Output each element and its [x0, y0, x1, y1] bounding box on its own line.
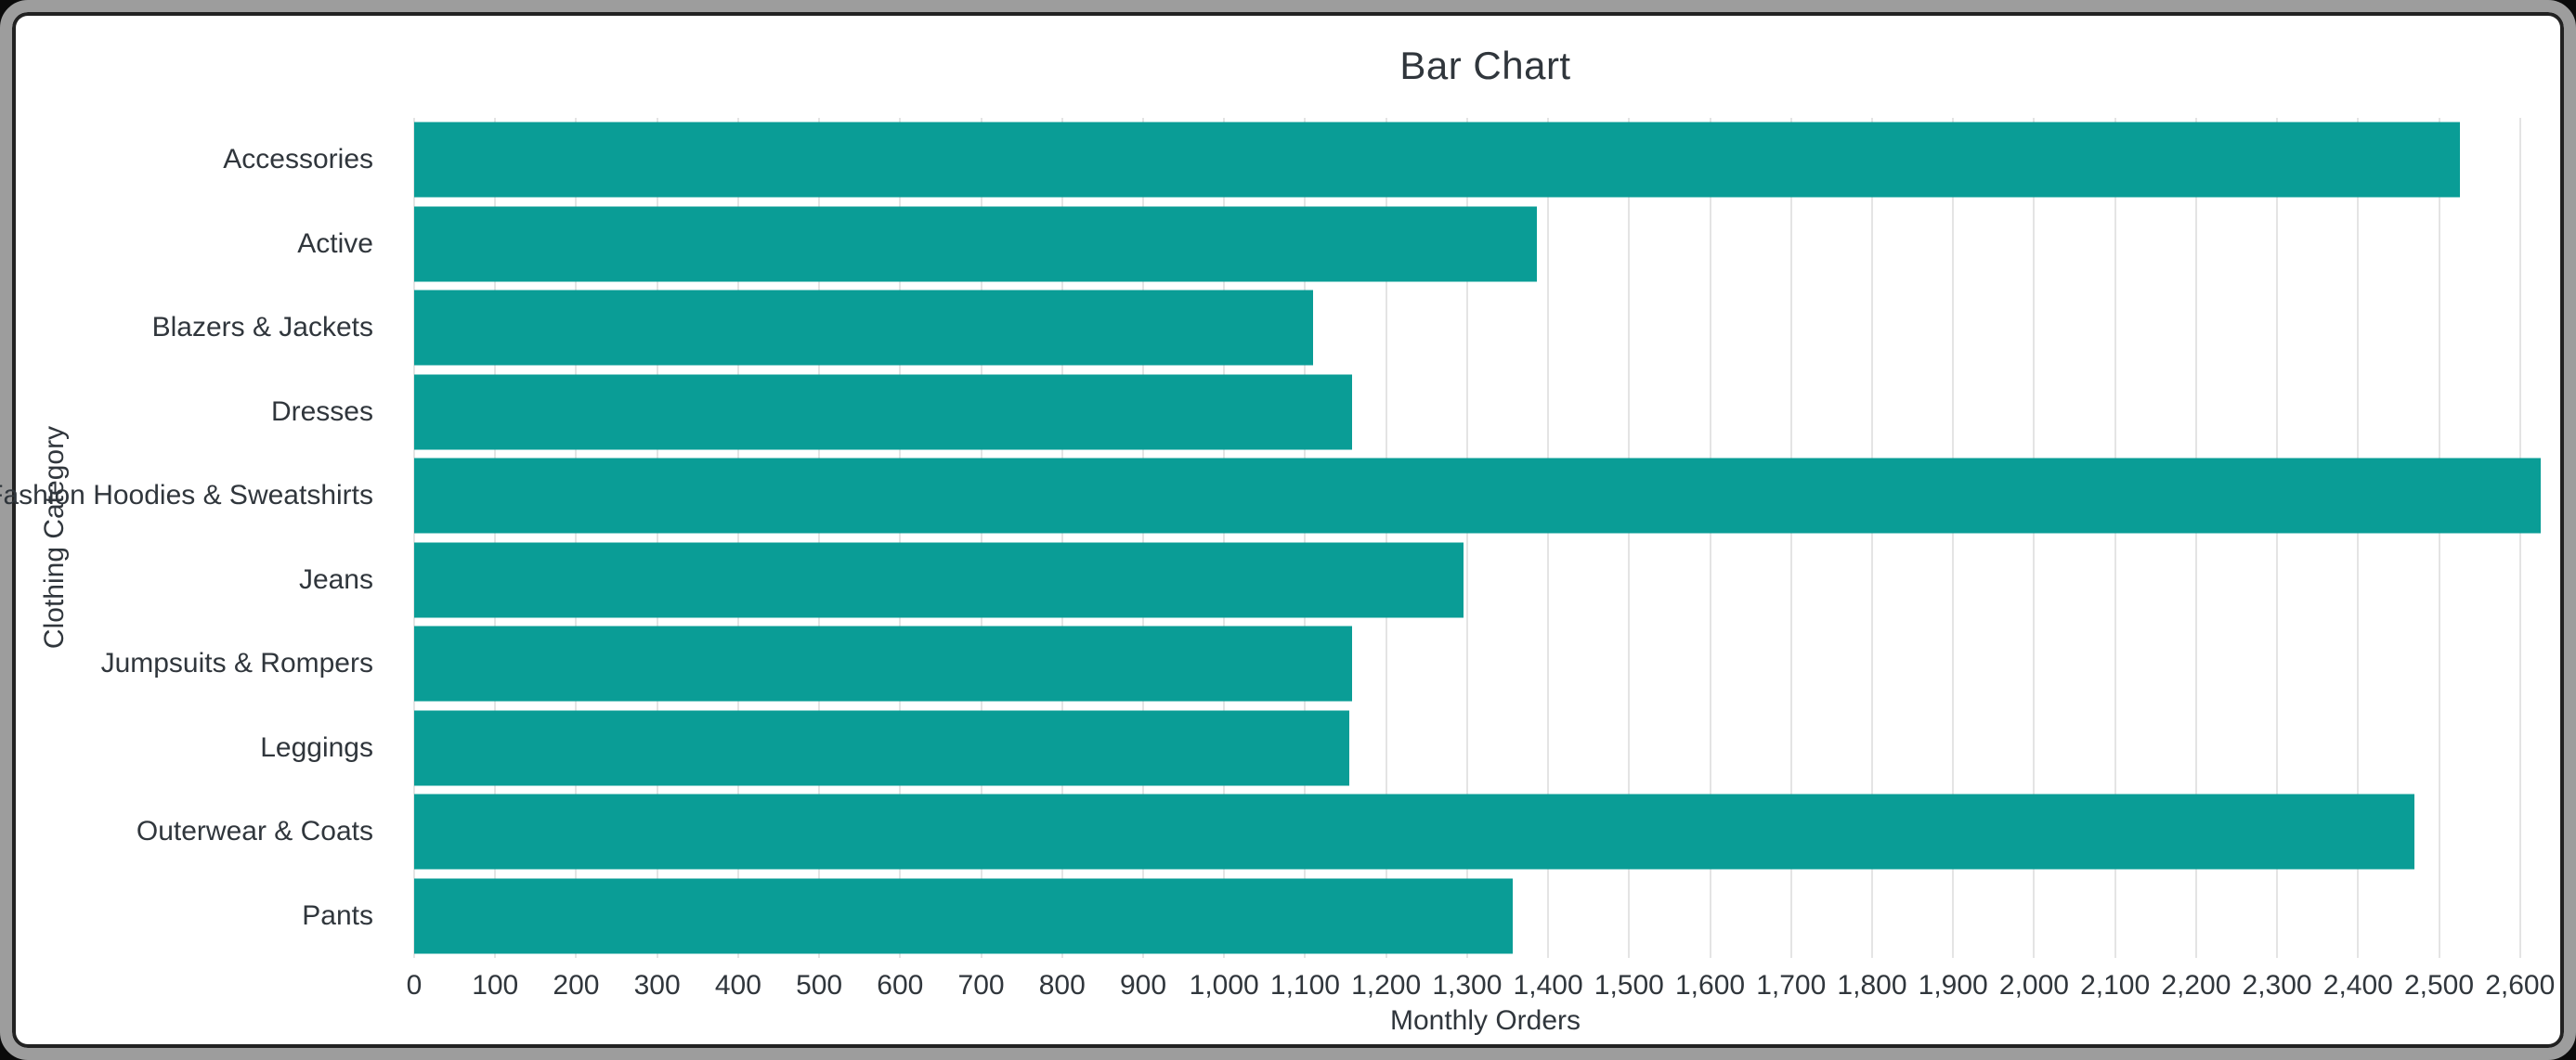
x-tick-label: 200: [553, 970, 600, 1001]
gridline-2,400: [2357, 118, 2360, 958]
bar-jumpsuits-rompers: [414, 626, 1353, 702]
bar-pants: [414, 878, 1513, 954]
value-axis-ticks: 0 100 200 300 400 500 600 700 800 900 1,000 1,100 1,…: [407, 970, 2556, 1005]
x-tick-label: 2,600: [2485, 970, 2556, 1001]
x-tick-label: 600: [877, 970, 924, 1001]
bar-row: [414, 202, 2556, 287]
gridline-700: [980, 118, 982, 958]
x-tick-label: 2,400: [2322, 970, 2393, 1001]
x-tick-label: 2,300: [2242, 970, 2312, 1001]
x-tick-label: 1,900: [1918, 970, 1988, 1001]
category-label: Leggings: [260, 731, 373, 763]
bar-accessories: [414, 122, 2461, 198]
x-tick-label: 800: [1038, 970, 1086, 1001]
bar-fashion-hoodies-sweatshirts: [414, 458, 2542, 534]
bar-outerwear-coats: [414, 794, 2415, 870]
bar-dresses: [414, 374, 1353, 450]
gridline-800: [1060, 118, 1063, 958]
bar-row: [414, 118, 2556, 202]
gridline-0: [413, 118, 415, 958]
bar-leggings: [414, 710, 1350, 786]
x-tick-label: 1,300: [1432, 970, 1503, 1001]
x-tick-label: 1,200: [1351, 970, 1422, 1001]
x-tick-label: 1,400: [1513, 970, 1583, 1001]
gridline-300: [656, 118, 658, 958]
category-label: Dresses: [270, 395, 373, 427]
plot-area: [413, 118, 2556, 958]
x-tick-label: 1,500: [1594, 970, 1664, 1001]
gridline-1,700: [1789, 118, 1792, 958]
gridline-2,500: [2438, 118, 2440, 958]
category-label: Jumpsuits & Rompers: [100, 648, 373, 679]
category-label: Active: [297, 227, 373, 259]
gridline-400: [736, 118, 739, 958]
x-tick-label: 2,000: [1998, 970, 2069, 1001]
bar-row: [414, 706, 2556, 791]
bar-jeans: [414, 542, 1464, 618]
bar-row: [414, 622, 2556, 706]
bar-row: [414, 538, 2556, 623]
gridline-500: [818, 118, 821, 958]
gridline-2,100: [2114, 118, 2116, 958]
category-axis-labels: Accessories Active Blazers & Jackets Dresse…: [0, 118, 394, 958]
bar-active: [414, 206, 1537, 282]
x-tick-label: 500: [796, 970, 843, 1001]
gridline-2,300: [2276, 118, 2279, 958]
category-label: Blazers & Jackets: [151, 312, 373, 343]
x-tick-label: 100: [472, 970, 519, 1001]
category-label: Accessories: [223, 144, 373, 175]
gridline-1,200: [1385, 118, 1387, 958]
bar-row: [414, 790, 2556, 874]
gridline-100: [494, 118, 497, 958]
category-label: Jeans: [298, 563, 373, 595]
x-tick-label: 2,100: [2080, 970, 2151, 1001]
x-tick-label: 2,500: [2403, 970, 2475, 1001]
chart-title: Bar Chart: [1399, 44, 1571, 87]
bar-row: [414, 370, 2556, 455]
bars-layer: [414, 118, 2556, 958]
bar-blazers-jackets: [414, 290, 1314, 366]
x-tick-label: 400: [714, 970, 761, 1001]
bar-row: [414, 286, 2556, 370]
x-tick-label: 1,800: [1837, 970, 1907, 1001]
bar-row: [414, 454, 2556, 538]
x-tick-label: 300: [633, 970, 681, 1001]
x-tick-label: 900: [1119, 970, 1167, 1001]
x-tick-label: 1,100: [1269, 970, 1340, 1001]
gridline-1,100: [1304, 118, 1307, 958]
gridline-200: [575, 118, 578, 958]
gridline-1,300: [1465, 118, 1468, 958]
x-tick-label: 1,000: [1189, 970, 1259, 1001]
category-label: Pants: [302, 899, 373, 931]
x-tick-label: 2,200: [2161, 970, 2231, 1001]
bar-row: [414, 874, 2556, 959]
gridline-600: [899, 118, 902, 958]
gridline-1,400: [1547, 118, 1550, 958]
x-tick-label: 1,700: [1756, 970, 1827, 1001]
gridline-2,200: [2194, 118, 2197, 958]
gridline-2,000: [2033, 118, 2036, 958]
x-tick-label: 700: [957, 970, 1005, 1001]
gridline-1,000: [1223, 118, 1226, 958]
gridline-2,600: [2518, 118, 2521, 958]
gridline-1,900: [1952, 118, 1955, 958]
gridline-1,500: [1628, 118, 1631, 958]
category-label: Fashion Hoodies & Sweatshirts: [0, 480, 373, 511]
category-label: Outerwear & Coats: [136, 816, 373, 847]
x-axis-title: Monthly Orders: [1389, 1005, 1581, 1036]
x-tick-label: 0: [406, 970, 423, 1001]
gridline-1,800: [1870, 118, 1873, 958]
x-tick-label: 1,600: [1674, 970, 1746, 1001]
gridline-900: [1141, 118, 1144, 958]
gridline-1,600: [1709, 118, 1711, 958]
